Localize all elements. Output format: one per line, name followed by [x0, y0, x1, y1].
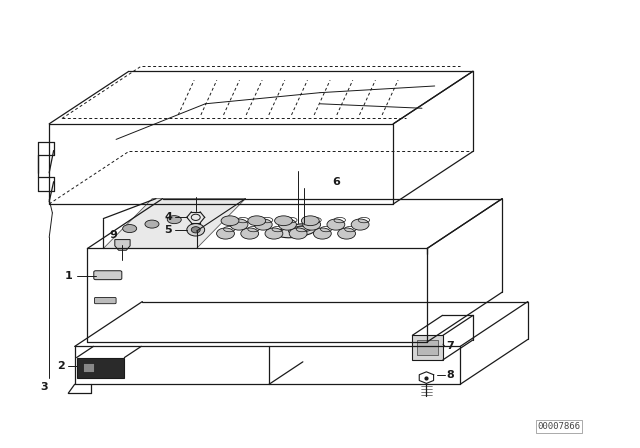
- Text: 00007866: 00007866: [538, 422, 580, 431]
- Ellipse shape: [278, 219, 296, 230]
- Ellipse shape: [278, 224, 318, 238]
- Ellipse shape: [221, 216, 239, 226]
- Ellipse shape: [289, 228, 307, 239]
- Ellipse shape: [145, 220, 159, 228]
- Text: 4: 4: [164, 212, 172, 222]
- Text: 2: 2: [58, 362, 65, 371]
- FancyBboxPatch shape: [95, 297, 116, 304]
- Text: 6: 6: [333, 177, 340, 187]
- Bar: [417, 340, 438, 355]
- Text: 1: 1: [65, 271, 73, 281]
- Bar: [77, 358, 124, 378]
- Text: 8: 8: [446, 370, 454, 380]
- Text: 5: 5: [164, 225, 172, 235]
- Ellipse shape: [314, 228, 332, 239]
- Ellipse shape: [248, 216, 266, 226]
- Ellipse shape: [351, 219, 369, 230]
- Ellipse shape: [338, 228, 355, 239]
- Ellipse shape: [167, 215, 181, 224]
- Bar: [83, 363, 95, 372]
- Ellipse shape: [265, 228, 283, 239]
- Ellipse shape: [327, 219, 345, 230]
- Ellipse shape: [230, 219, 248, 230]
- Bar: [412, 335, 443, 360]
- FancyBboxPatch shape: [94, 271, 122, 280]
- Text: 7: 7: [446, 341, 454, 351]
- Ellipse shape: [241, 228, 259, 239]
- Polygon shape: [103, 198, 246, 249]
- Circle shape: [187, 224, 205, 236]
- Ellipse shape: [303, 219, 321, 230]
- Text: 9: 9: [109, 229, 117, 240]
- Text: 3: 3: [40, 382, 48, 392]
- Ellipse shape: [275, 216, 292, 226]
- Ellipse shape: [254, 219, 272, 230]
- Polygon shape: [115, 240, 130, 250]
- Ellipse shape: [123, 224, 137, 233]
- Ellipse shape: [216, 228, 234, 239]
- Circle shape: [191, 227, 200, 233]
- Ellipse shape: [301, 216, 319, 226]
